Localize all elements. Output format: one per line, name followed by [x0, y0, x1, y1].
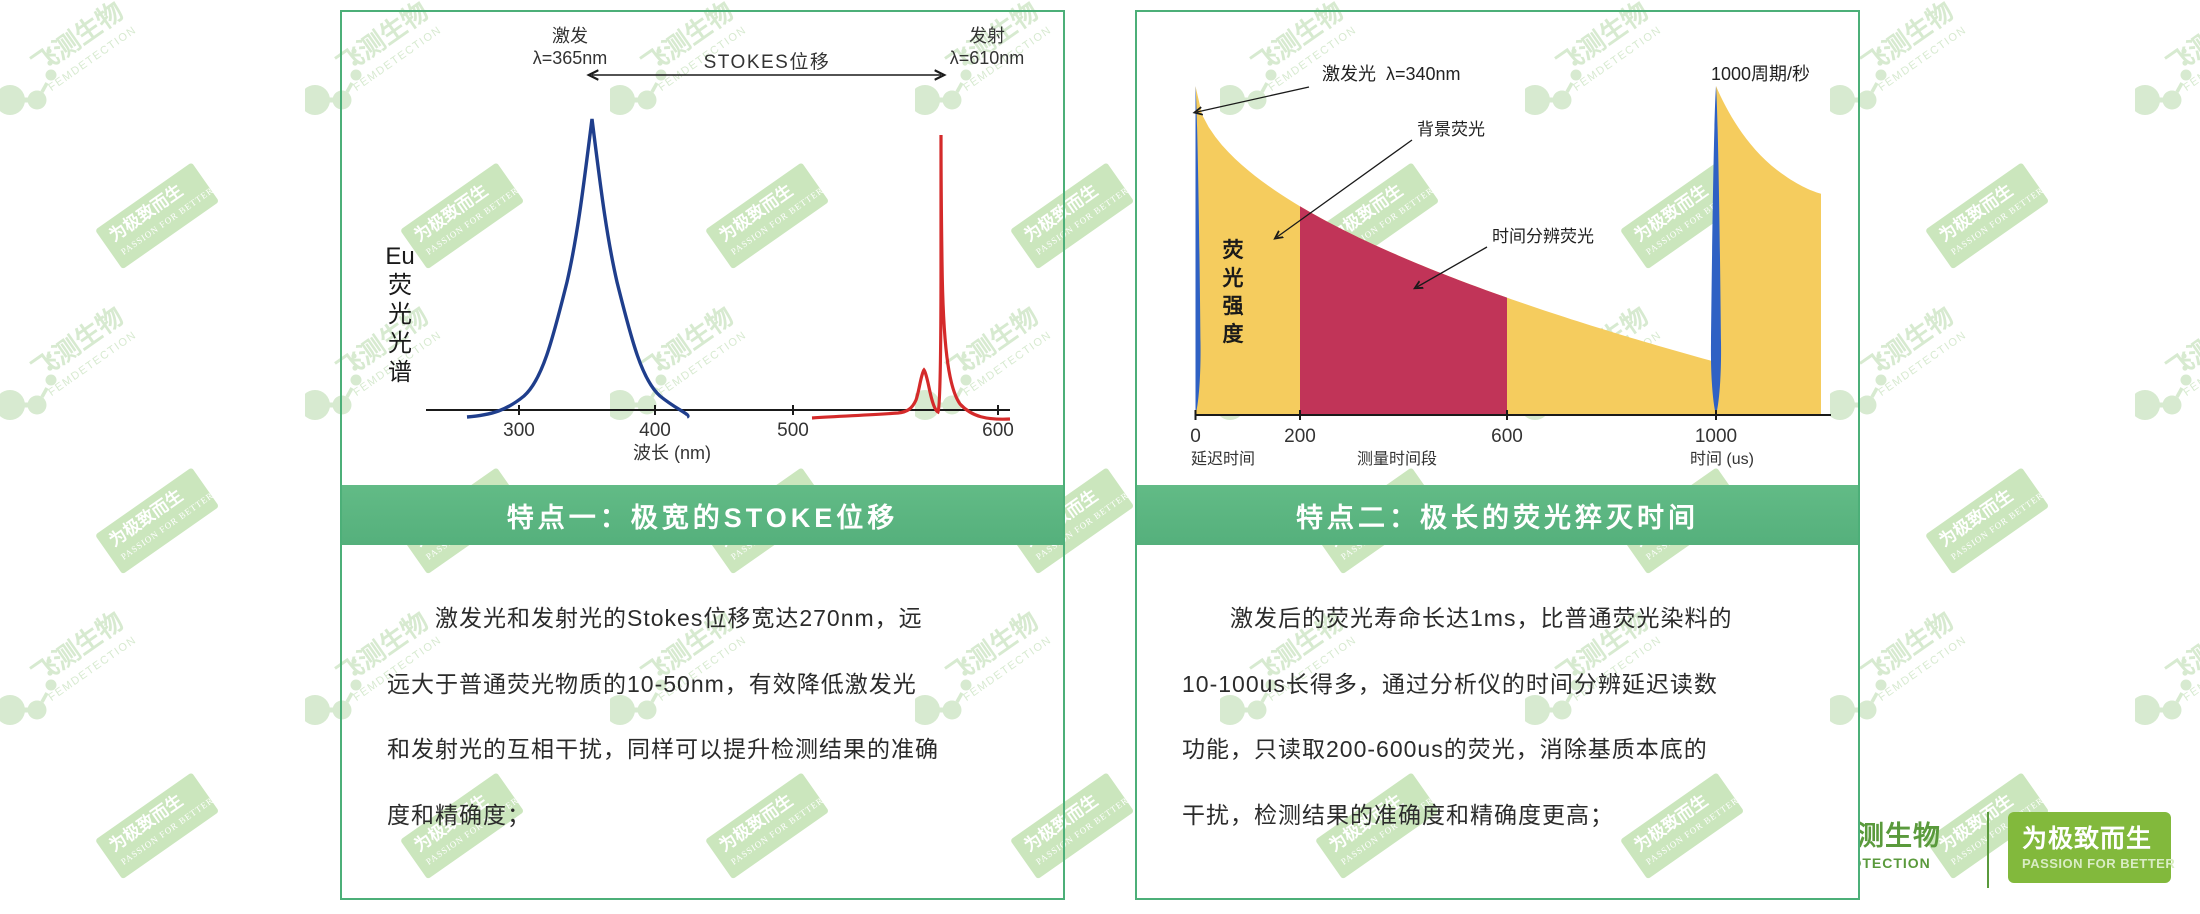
- svg-text:600: 600: [1491, 426, 1523, 447]
- svg-text:激发光 λ=340nm: 激发光 λ=340nm: [1322, 64, 1461, 84]
- svg-text:测量时间段: 测量时间段: [1357, 450, 1437, 468]
- svg-text:激发: 激发: [552, 26, 588, 46]
- svg-text:500: 500: [777, 420, 809, 441]
- svg-text:荧: 荧: [1223, 239, 1244, 262]
- svg-text:背景荧光: 背景荧光: [1417, 120, 1485, 139]
- svg-text:1000: 1000: [1695, 426, 1737, 447]
- svg-text:强: 强: [1223, 295, 1244, 318]
- svg-text:200: 200: [1284, 426, 1316, 447]
- svg-text:波长 (nm): 波长 (nm): [633, 443, 711, 463]
- svg-text:光: 光: [1222, 267, 1244, 290]
- svg-text:1000周期/秒: 1000周期/秒: [1711, 64, 1810, 84]
- svg-text:STOKES位移: STOKES位移: [704, 51, 831, 73]
- svg-text:600: 600: [982, 420, 1014, 441]
- svg-text:谱: 谱: [388, 359, 412, 386]
- svg-text:度: 度: [1223, 322, 1244, 346]
- svg-text:400: 400: [639, 420, 671, 441]
- svg-text:荧: 荧: [388, 272, 412, 299]
- svg-text:光: 光: [388, 330, 412, 357]
- svg-text:300: 300: [503, 420, 535, 441]
- svg-text:时间分辨荧光: 时间分辨荧光: [1492, 227, 1594, 246]
- svg-text:时间 (us): 时间 (us): [1690, 450, 1754, 468]
- svg-text:发射: 发射: [969, 26, 1005, 46]
- svg-text:延迟时间: 延迟时间: [1191, 450, 1255, 468]
- svg-text:λ=365nm: λ=365nm: [533, 48, 608, 68]
- svg-text:Eu: Eu: [385, 243, 414, 270]
- svg-text:0: 0: [1190, 426, 1201, 447]
- svg-text:λ=610nm: λ=610nm: [950, 48, 1025, 68]
- svg-text:光: 光: [388, 301, 412, 328]
